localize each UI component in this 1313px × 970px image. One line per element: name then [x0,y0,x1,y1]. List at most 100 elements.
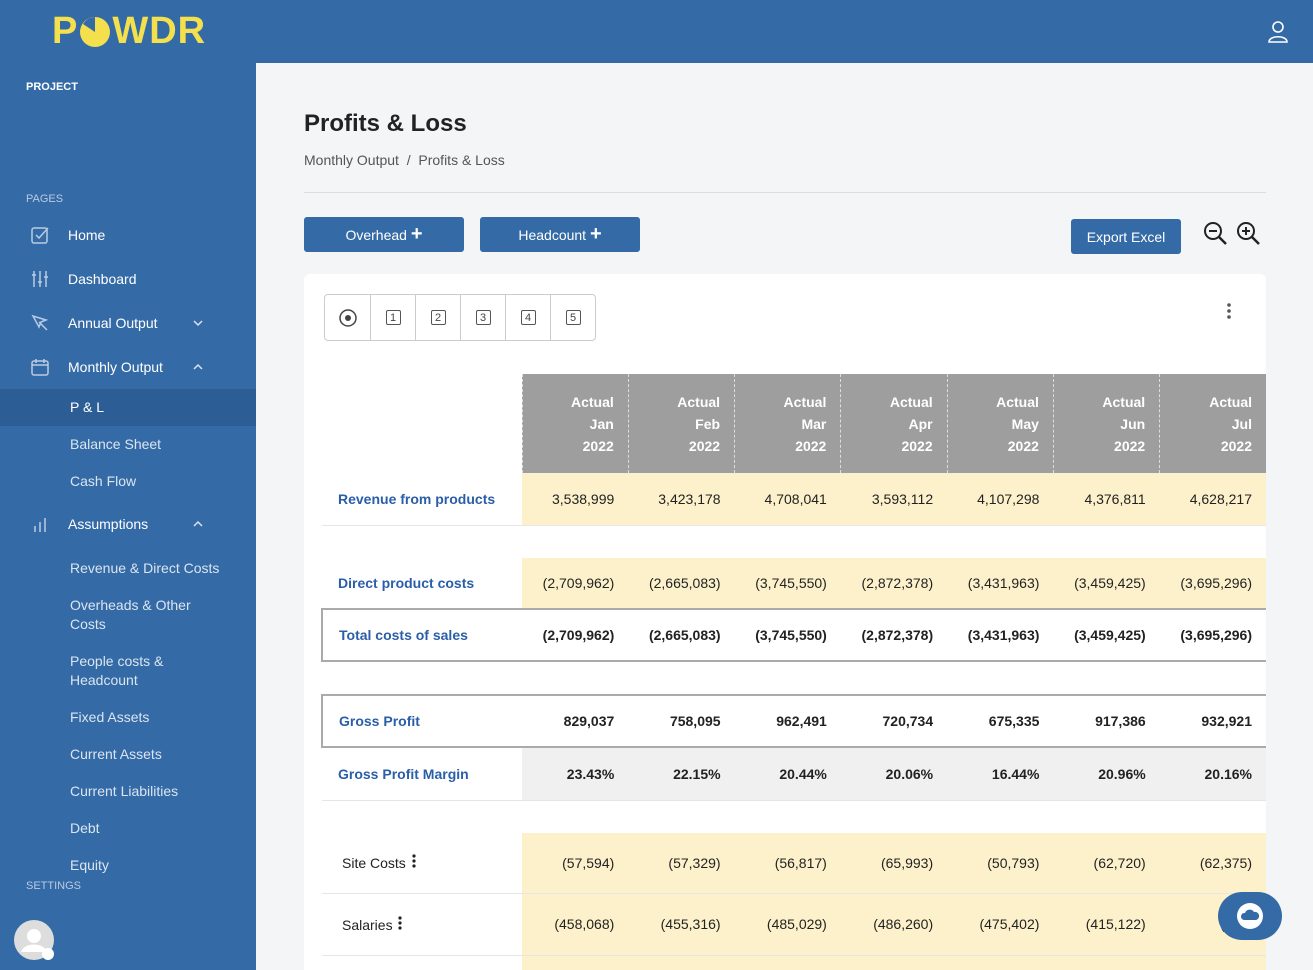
cell-value: (485,029) [734,893,841,956]
overhead-button[interactable]: Overhead + [304,217,464,252]
spacer-cell [1053,800,1160,833]
nav-subitem[interactable]: Debt [70,820,100,836]
nav-subitem[interactable]: Balance Sheet [70,436,162,452]
section-label: PAGES [26,193,64,205]
row-label: Site Costs [322,833,522,894]
cell-value: 3,593,112 [840,473,948,526]
nav-label: Home [68,227,106,243]
nav-subitem[interactable]: Current Liabilities [70,783,179,799]
row-label-text: Direct product costs [338,575,475,591]
tab[interactable]: 1 [370,295,415,340]
avatar[interactable] [14,920,58,964]
more-menu[interactable] [1225,302,1233,320]
main: Profits & Loss Monthly Output / Profits … [256,63,1313,970]
breadcrumb-item[interactable]: Monthly Output [304,152,399,168]
chevron [193,320,203,327]
nav: Home Dashboard Annual Output Monthly Output… [0,213,256,884]
nav-item[interactable]: Monthly Output [0,345,256,389]
nav-subitem[interactable]: P & L [0,389,256,426]
tab[interactable]: 4 [505,295,550,340]
nav-subitem[interactable]: Cash Flow [70,473,137,489]
spacer-cell [522,800,629,833]
cell-value: 758,095 [628,694,735,748]
data-row: Direct product costs (2,709,962) (2,665,08… [322,558,1266,610]
cloud-button[interactable] [1218,892,1282,940]
export-button[interactable]: Export Excel [1071,219,1181,254]
row-label-text: Site Costs [342,855,406,872]
headcount-button[interactable]: Headcount + [480,217,640,252]
cell-value: (62,375) [1159,833,1266,894]
row-menu[interactable] [410,854,418,868]
nav-subitem[interactable]: People costs & Headcount [70,653,164,688]
nav-subitem[interactable]: Equity [70,857,109,873]
spacer-cell [628,955,735,970]
cell-value: 16.44% [947,747,1054,801]
tab[interactable]: 5 [550,295,595,340]
cell-value: 4,107,298 [947,473,1054,526]
data-row: Gross Profit Margin 23.43% 22.15% 20.44% 20.… [322,747,1266,801]
header-text: 2022 [1007,437,1039,454]
nav-icon [34,518,46,532]
cell-value: (2,709,962) [522,558,629,610]
spacer-row [322,661,1266,695]
row-menu[interactable] [396,915,404,930]
row-label-text: Revenue from products [338,490,496,507]
cell-value: (3,459,425) [1053,608,1160,662]
data-row: Revenue from products 3,538,999 3,423,178 4… [322,473,1266,526]
header-text: 2022 [901,437,933,454]
cell-value: 962,491 [734,694,841,748]
header-text: 2022 [582,437,614,454]
nav-item[interactable]: Dashboard [0,257,256,301]
spacer-cell [840,661,948,695]
cell-value: (458,068) [522,893,629,956]
tab[interactable] [325,295,370,340]
pl-table: Actual Jan 2022 Actual Feb 2022 Actual Mar 2022 A… [321,374,1266,970]
spacer-cell [1053,661,1160,695]
header-text: Apr [908,415,933,432]
cell-value: (56,817) [734,833,841,894]
row-label: Revenue from products [322,473,522,526]
spacer-row [322,800,1266,833]
section-label: SETTINGS [26,880,82,892]
cell-value: (475,402) [947,893,1054,956]
nav-item[interactable]: Assumptions [0,502,256,546]
data-row: Site Costs (57,594) (57,329) (56,817) (65,9… [322,833,1266,894]
nav-subitem[interactable]: Current Assets [70,746,162,762]
tab-icon [338,308,357,327]
cell-value: 4,376,811 [1053,473,1160,526]
breadcrumb: Monthly Output / Profits & Loss [304,152,505,168]
user-icon[interactable] [1266,20,1290,44]
header-text: Actual [889,393,933,410]
nav-subitem[interactable]: Revenue & Direct Costs [70,560,220,576]
nav-subitem[interactable]: Fixed Assets [70,709,150,725]
nav-item[interactable]: Annual Output [0,301,256,345]
header-text: 2022 [1220,437,1252,454]
spacer-cell [947,800,1054,833]
row-label-text: Gross Profit [339,713,420,729]
nav-label: Annual Output [68,315,158,331]
cell-value: (486,260) [840,893,948,956]
logo-text: WDR [112,10,207,52]
cell-value: 675,335 [947,694,1054,748]
header-text: Actual [996,393,1039,410]
cell-value: (57,594) [522,833,629,894]
spacer-row [322,955,1266,970]
button-label: Export Excel [1086,228,1166,245]
nav-item[interactable]: Home [0,213,256,257]
nav-icon [31,359,49,376]
zoom-controls[interactable] [1202,220,1262,248]
logo-text: P [52,10,79,52]
cell-value: (65,993) [840,833,948,894]
table-body: Revenue from products 3,538,999 3,423,178 4… [321,473,1266,970]
tab-number: 5 [565,310,581,325]
header-text: Actual [1209,393,1252,410]
tab[interactable]: 3 [460,295,505,340]
sidebar: PROJECT PAGES Home Dashboard Annual Output… [0,63,256,970]
logo: P WDR [52,10,206,53]
spacer-cell [734,800,841,833]
tab[interactable]: 2 [415,295,460,340]
header-cell: Actual Jun 2022 [1052,374,1160,473]
nav-subitem[interactable]: Overheads & Other Costs [70,597,191,632]
cell-value: (57,329) [628,833,735,894]
